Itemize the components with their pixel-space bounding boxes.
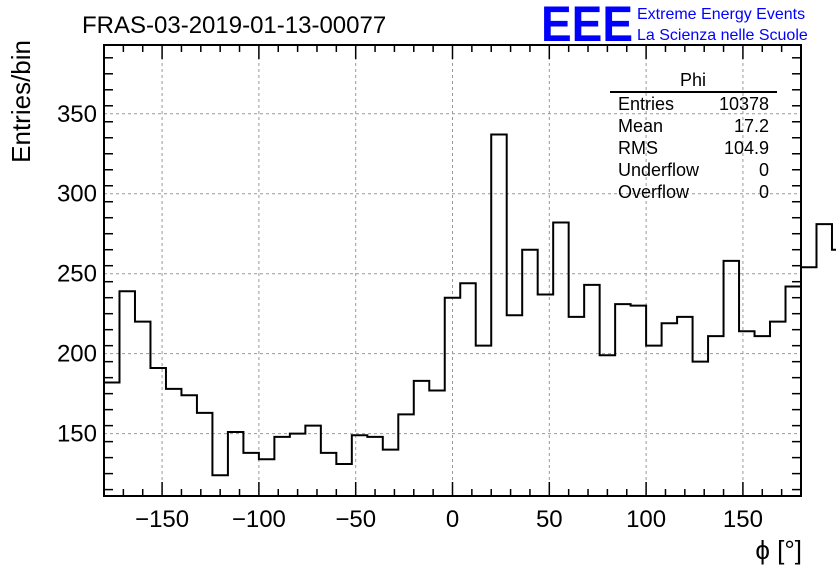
logo-mark: EEE <box>541 0 633 52</box>
histogram-bin-37 <box>677 317 692 496</box>
histogram-bin-46 <box>816 224 831 496</box>
histogram-bin-14 <box>321 453 336 496</box>
histogram-bin-21 <box>429 390 444 496</box>
x-tick-label: 100 <box>626 506 666 533</box>
histogram-outline <box>104 133 836 477</box>
histogram-bin-6 <box>197 413 212 496</box>
histogram-bin-23 <box>460 283 475 496</box>
histogram-bin-44 <box>786 286 801 496</box>
grid-layer <box>104 45 801 496</box>
stats-value: 0 <box>759 160 769 180</box>
histogram-bin-16 <box>352 435 367 496</box>
histogram-bin-19 <box>398 414 413 496</box>
histogram-bin-11 <box>274 437 289 496</box>
histogram-bin-15 <box>336 464 351 496</box>
y-tick-label: 250 <box>57 261 97 288</box>
histogram-bin-27 <box>522 250 537 496</box>
x-tick-label: 150 <box>723 506 763 533</box>
histogram-bin-31 <box>584 285 599 496</box>
histogram-bin-13 <box>305 426 320 496</box>
x-tick-label: −100 <box>232 506 286 533</box>
histogram-bin-4 <box>166 389 181 496</box>
histogram-bin-22 <box>445 298 460 496</box>
stats-label: RMS <box>618 138 658 158</box>
histogram-bin-32 <box>600 355 615 496</box>
y-tick-label: 300 <box>57 181 97 208</box>
x-tick-label: −150 <box>135 506 189 533</box>
tick-layer <box>103 45 802 496</box>
stats-label: Entries <box>618 94 674 114</box>
histogram-bin-17 <box>367 437 382 496</box>
histogram-bin-24 <box>476 346 491 496</box>
histogram-bin-2 <box>135 322 150 496</box>
histogram-bin-28 <box>538 294 553 496</box>
eee-logo: EEE Extreme Energy Events La Scienza nel… <box>541 0 808 52</box>
stats-title: Phi <box>680 70 706 90</box>
stats-value: 104.9 <box>724 138 769 158</box>
chart-title: FRAS-03-2019-01-13-00077 <box>82 12 386 39</box>
tick-label-layer: −150 −100 −50 0 50 100 150 150 200 250 300 350 <box>57 101 763 533</box>
histogram-bin-1 <box>119 291 134 496</box>
stats-value: 17.2 <box>734 116 769 136</box>
logo-line-2: La Scienza nelle Scuole <box>637 27 808 44</box>
histogram-bin-42 <box>755 336 770 496</box>
histogram-bin-34 <box>631 306 646 496</box>
histogram-bin-3 <box>150 368 165 496</box>
histogram-bin-38 <box>693 362 708 496</box>
stats-value: 10378 <box>719 94 769 114</box>
y-axis-title: Entries/bin <box>6 40 36 163</box>
histogram-bin-43 <box>770 322 785 496</box>
y-tick-label: 200 <box>57 341 97 368</box>
stats-label: Overflow <box>618 182 690 202</box>
x-axis-title: ϕ [°] <box>755 535 802 565</box>
histogram-bin-12 <box>290 434 305 496</box>
histogram-bin-0 <box>104 382 119 496</box>
histogram-bin-10 <box>259 459 274 496</box>
histogram-bin-40 <box>724 261 739 496</box>
histogram-bin-26 <box>507 315 522 496</box>
stats-box: Phi Entries 10378 Mean 17.2 RMS 104.9 Underflo… <box>610 70 777 202</box>
histogram-bin-45 <box>801 267 816 496</box>
x-tick-label: −50 <box>335 506 376 533</box>
histogram-bin-36 <box>662 323 677 496</box>
histogram-bin-35 <box>646 346 661 496</box>
stats-rows: Entries 10378 Mean 17.2 RMS 104.9 Underflow 0 Ov… <box>618 94 769 202</box>
histogram-bin-8 <box>228 432 243 496</box>
x-tick-label: 0 <box>446 506 459 533</box>
logo-line-1: Extreme Energy Events <box>637 6 805 23</box>
histogram-bin-41 <box>739 331 754 496</box>
histogram-bin-29 <box>553 223 568 496</box>
y-tick-label: 150 <box>57 421 97 448</box>
stats-label: Mean <box>618 116 663 136</box>
histogram-bin-25 <box>491 135 506 496</box>
stats-value: 0 <box>759 182 769 202</box>
histogram-bin-20 <box>414 381 429 496</box>
histogram-bin-47 <box>832 250 836 496</box>
histogram-bin-9 <box>243 453 258 496</box>
histogram-bin-39 <box>708 336 723 496</box>
histogram-bin-18 <box>383 450 398 496</box>
y-tick-label: 350 <box>57 101 97 128</box>
histogram-bin-33 <box>615 304 630 496</box>
histogram-bin-30 <box>569 317 584 496</box>
histogram-bin-5 <box>181 395 196 496</box>
stats-label: Underflow <box>618 160 700 180</box>
x-tick-label: 50 <box>536 506 563 533</box>
histogram-layer <box>104 133 836 496</box>
